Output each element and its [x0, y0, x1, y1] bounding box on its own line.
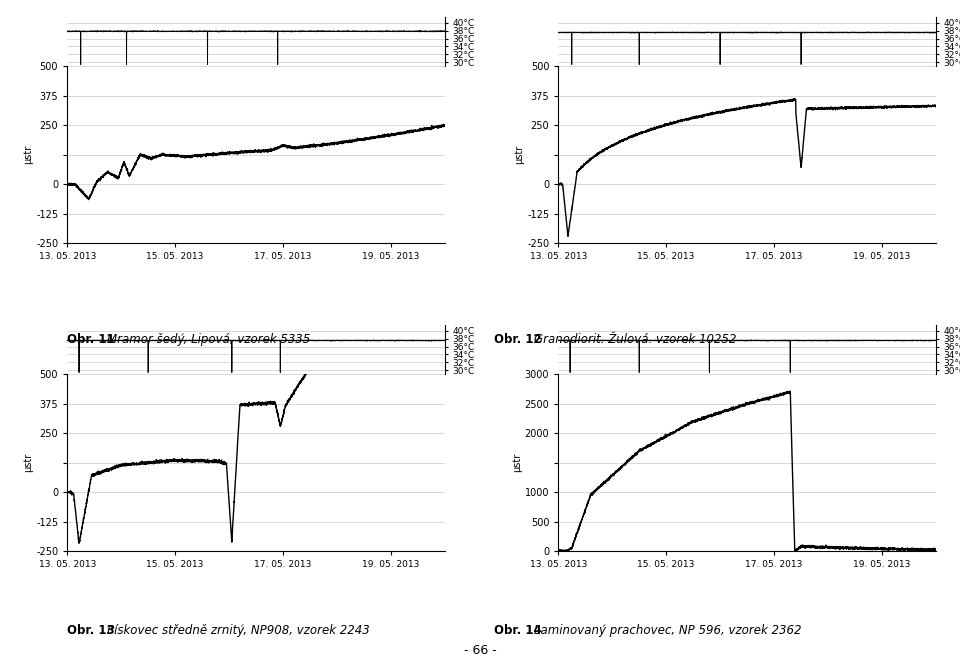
Text: Mramor šedý, Lipová, vzorek 5335: Mramor šedý, Lipová, vzorek 5335 — [108, 333, 310, 347]
Text: - 66 -: - 66 - — [464, 644, 496, 657]
Text: Granodiorit. Žulová. vzorek 10252: Granodiorit. Žulová. vzorek 10252 — [535, 333, 737, 347]
Text: Obr. 11: Obr. 11 — [67, 333, 119, 347]
Text: Obr. 12: Obr. 12 — [494, 333, 546, 347]
Text: Obr. 14: Obr. 14 — [494, 624, 546, 637]
Y-axis label: μstr: μstr — [512, 453, 521, 472]
Y-axis label: μstr: μstr — [515, 145, 524, 164]
Text: Laminovaný prachovec, NP 596, vzorek 2362: Laminovaný prachovec, NP 596, vzorek 236… — [535, 624, 802, 637]
Y-axis label: μstr: μstr — [23, 453, 34, 472]
Text: Obr. 13: Obr. 13 — [67, 624, 119, 637]
Text: Pískovec středně zrnitý, NP908, vzorek 2243: Pískovec středně zrnitý, NP908, vzorek 2… — [108, 624, 370, 637]
Y-axis label: μstr: μstr — [23, 145, 34, 164]
